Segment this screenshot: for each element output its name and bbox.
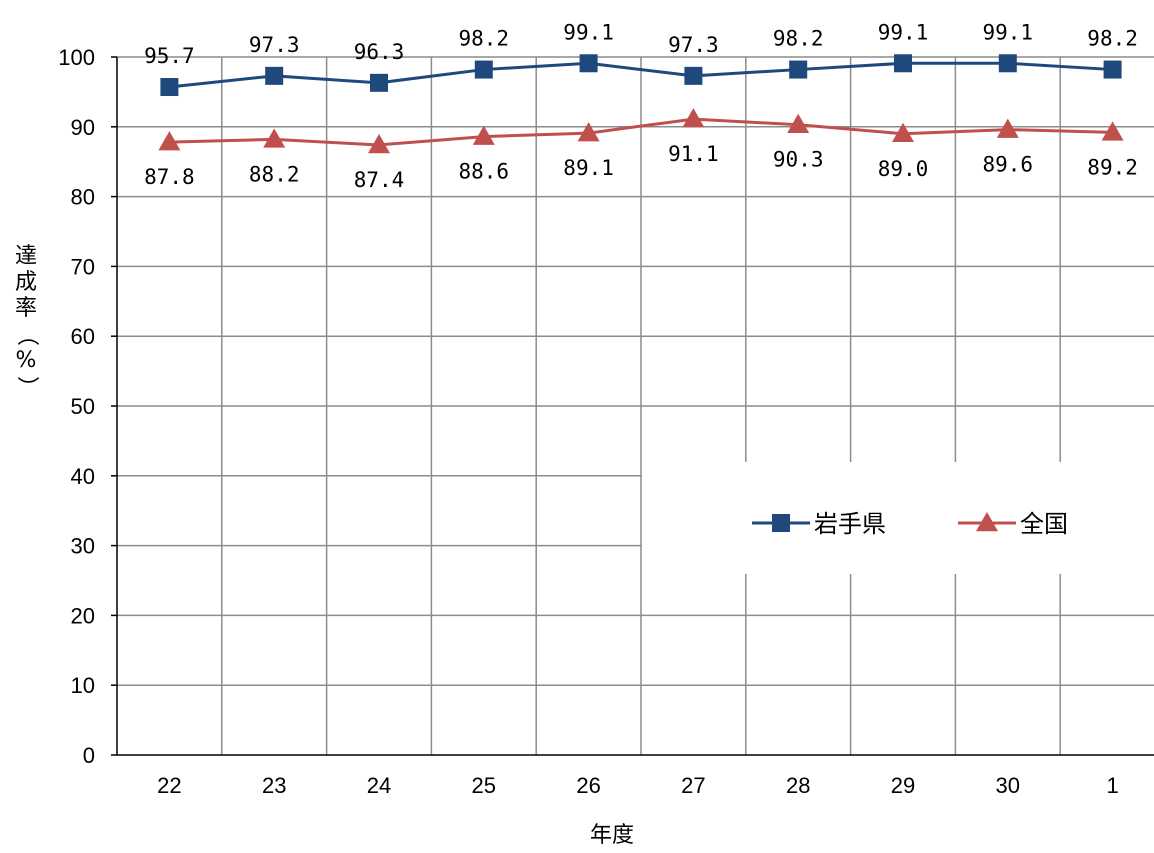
data-point-marker: [1101, 121, 1124, 141]
data-point-marker: [579, 54, 598, 73]
data-point-marker: [892, 122, 914, 143]
data-point-marker: [787, 113, 810, 133]
data-label: 99.1: [983, 20, 1034, 44]
data-point-marker: [998, 54, 1017, 73]
y-tick-label: 30: [71, 534, 95, 559]
y-tick-label: 80: [71, 185, 95, 210]
data-labels: 95.7 97.3 96.3 98.2 99.1 97.3 98.2 99.1 99.1 98.2…: [144, 20, 1138, 192]
x-tick-label: 24: [367, 773, 391, 798]
data-point-marker: [684, 66, 703, 85]
y-tick-label: 10: [71, 673, 95, 698]
x-tick-label: 29: [891, 773, 915, 798]
data-label: 89.2: [1087, 155, 1138, 179]
data-point-marker: [894, 54, 912, 73]
y-axis-ticks: 0 10 20 30 40 50 60 70 80 90 100: [58, 45, 95, 768]
y-tick-label: 60: [71, 324, 95, 349]
y-tick-label: 100: [58, 45, 95, 70]
x-tick-label: 28: [786, 773, 810, 798]
data-point-marker: [1103, 60, 1122, 79]
y-tick-label: 20: [71, 603, 95, 628]
legend: 岩手県 全国: [752, 510, 1068, 538]
x-tick-label: 22: [157, 773, 181, 798]
data-label: 90.3: [773, 148, 824, 172]
y-tick-label: 40: [71, 464, 95, 489]
y-tick-label: 70: [71, 254, 95, 279]
y-axis-title-char: （: [14, 324, 39, 346]
data-label: 88.2: [249, 162, 300, 186]
x-tick-label: 23: [262, 773, 286, 798]
y-tick-label: 0: [83, 743, 95, 768]
legend-background: [642, 462, 1154, 574]
data-point-marker: [682, 108, 705, 128]
data-point-marker: [263, 128, 286, 148]
y-tick-label: 90: [71, 115, 95, 140]
series-line-1: [169, 61, 1113, 89]
x-tick-label: 26: [576, 773, 600, 798]
data-label: 87.8: [144, 165, 195, 189]
y-axis-title-char: 率: [15, 296, 37, 321]
data-label: 99.1: [878, 20, 929, 44]
data-point-marker: [472, 125, 495, 145]
y-axis-title-char: 成: [15, 270, 37, 295]
data-label: 98.2: [1087, 27, 1138, 51]
data-label: 99.1: [563, 20, 614, 44]
y-axis-title: 達成率 （% ）: [14, 244, 39, 398]
data-label: 88.6: [459, 160, 510, 184]
gridlines: [117, 56, 1154, 755]
data-point-marker: [789, 60, 808, 79]
data-label: 95.7: [144, 44, 195, 68]
series-line-2: [169, 117, 1113, 147]
legend-label: 岩手県: [814, 510, 886, 538]
data-label: 91.1: [668, 142, 719, 166]
data-point-marker: [158, 131, 181, 151]
legend-label: 全国: [1020, 510, 1068, 538]
data-point-marker: [474, 60, 493, 79]
series-group: [158, 54, 1124, 154]
data-label: 87.4: [354, 168, 405, 192]
data-label: 97.3: [249, 33, 300, 57]
axes: [111, 56, 1154, 756]
legend-swatch-marker: [976, 512, 998, 532]
y-axis-title-char: %: [16, 348, 37, 373]
y-axis-title-char: ）: [14, 376, 39, 398]
y-axis-title-char: 達: [15, 244, 37, 269]
x-axis-title: 年度: [590, 823, 634, 848]
data-point-marker: [370, 73, 388, 92]
data-label: 98.2: [773, 27, 824, 51]
data-point-marker: [368, 133, 390, 154]
data-label: 97.3: [668, 33, 719, 57]
legend-swatch-marker: [772, 514, 790, 532]
x-tick-label: 1: [1106, 773, 1118, 798]
x-tick-label: 25: [472, 773, 496, 798]
x-tick-label: 30: [996, 773, 1020, 798]
data-label: 89.6: [983, 153, 1034, 177]
data-label: 98.2: [459, 27, 510, 51]
data-label: 89.1: [563, 156, 614, 180]
data-point-marker: [577, 122, 600, 142]
y-tick-label: 50: [71, 394, 95, 419]
x-tick-label: 27: [681, 773, 705, 798]
data-point-marker: [996, 118, 1019, 138]
data-point-marker: [265, 66, 284, 85]
data-label: 96.3: [354, 40, 405, 64]
x-axis-ticks: 22 23 24 25 26 27 28 29 30 1: [157, 773, 1119, 798]
data-point-marker: [160, 78, 179, 97]
data-label: 89.0: [878, 157, 929, 181]
